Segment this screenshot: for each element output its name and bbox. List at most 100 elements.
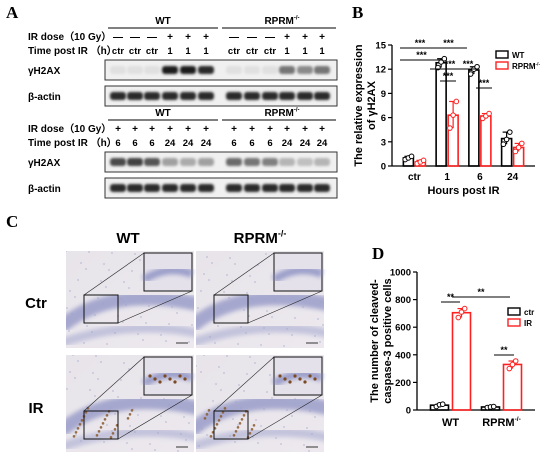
cell-speck-3-27 bbox=[209, 417, 211, 419]
cell-speck-2-22 bbox=[137, 414, 139, 416]
chart-d-ytick-label-4: 800 bbox=[395, 295, 411, 306]
cell-speck-0-26 bbox=[131, 270, 133, 272]
cell-speck-3-13 bbox=[203, 355, 205, 356]
cell-speck-0-23 bbox=[148, 305, 150, 307]
chart-d-legend-label-1: IR bbox=[524, 319, 532, 328]
chart-b-sig-label-5: *** bbox=[463, 59, 474, 69]
cell-speck-0-4 bbox=[85, 268, 87, 270]
positive-cell-2-15 bbox=[101, 422, 105, 425]
inset-positive-3-0 bbox=[278, 374, 282, 378]
time-mark-bottom-4: 24 bbox=[183, 138, 194, 149]
tissue-layer2-0 bbox=[66, 323, 194, 347]
cell-speck-0-9 bbox=[142, 339, 144, 341]
inset-positive-2-1 bbox=[153, 377, 157, 381]
blot-band-top-1-9 bbox=[279, 92, 295, 100]
cell-speck-3-5 bbox=[291, 415, 293, 417]
positive-cell-3-13 bbox=[240, 418, 244, 421]
chart-d-legend-label-0: ctr bbox=[524, 308, 534, 317]
cell-speck-1-23 bbox=[291, 334, 293, 336]
cell-speck-1-28 bbox=[220, 308, 222, 310]
time-mark-bottom-8: 6 bbox=[267, 138, 272, 149]
cell-speck-1-39 bbox=[243, 309, 245, 311]
time-mark-top-3: 1 bbox=[167, 46, 173, 57]
chart-b-bar-1-2 bbox=[480, 115, 492, 167]
cell-speck-3-49 bbox=[255, 419, 257, 421]
positive-cell-2-19 bbox=[97, 430, 101, 433]
cell-speck-1-24 bbox=[200, 290, 202, 292]
dose-mark-top-4: + bbox=[185, 32, 191, 43]
cell-speck-1-34 bbox=[314, 335, 316, 337]
zoom-line-a-1 bbox=[213, 252, 275, 296]
time-mark-top-6: ctr bbox=[228, 46, 240, 57]
blot-band-top-1-3 bbox=[162, 92, 178, 100]
blot-band-bottom-1-8 bbox=[262, 184, 278, 192]
cell-speck-2-28 bbox=[103, 441, 105, 443]
blot-frame-bottom-1 bbox=[104, 177, 338, 199]
cell-speck-1-1 bbox=[245, 332, 247, 334]
dose-mark-bottom-2: + bbox=[149, 124, 155, 135]
cell-speck-2-51 bbox=[186, 399, 188, 401]
row-label-dose-bottom: IR dose（10 Gy） bbox=[28, 122, 111, 135]
blot-band-bottom-0-11 bbox=[314, 158, 330, 166]
cell-speck-1-50 bbox=[266, 310, 268, 312]
cell-speck-3-40 bbox=[306, 427, 308, 429]
cell-speck-2-30 bbox=[177, 450, 179, 452]
blot-band-top-1-11 bbox=[314, 92, 330, 100]
blot-band-top-0-8 bbox=[262, 66, 278, 74]
dose-mark-top-6: — bbox=[229, 32, 239, 43]
panel-label-b: B bbox=[352, 3, 364, 22]
cell-speck-0-22 bbox=[111, 252, 113, 254]
cell-speck-0-32 bbox=[97, 297, 99, 299]
cell-speck-3-16 bbox=[314, 416, 316, 418]
positive-cell-3-5 bbox=[248, 432, 252, 435]
time-mark-bottom-9: 24 bbox=[282, 138, 293, 149]
blot-band-bottom-1-0 bbox=[110, 184, 126, 192]
dose-mark-bottom-10: + bbox=[302, 124, 308, 135]
chart-b-point-0-0-2 bbox=[408, 153, 415, 160]
cell-speck-0-53 bbox=[106, 343, 108, 345]
positive-cell-2-11 bbox=[105, 414, 109, 417]
blot-band-top-0-1 bbox=[127, 66, 143, 74]
inset-tissue-2 bbox=[141, 370, 194, 388]
cell-speck-1-21 bbox=[217, 325, 219, 327]
chart-b-sig-label-6: *** bbox=[479, 78, 490, 88]
cell-speck-3-29 bbox=[283, 426, 285, 428]
chart-b-sig-label-4: *** bbox=[443, 71, 454, 81]
cell-speck-0-39 bbox=[100, 280, 102, 282]
blot-band-bottom-0-0 bbox=[110, 158, 126, 166]
blot-frame-top-0 bbox=[104, 59, 338, 81]
blot-band-top-1-6 bbox=[226, 92, 242, 100]
chart-b-sig-label-2: *** bbox=[443, 38, 454, 48]
time-mark-top-9: 1 bbox=[284, 46, 290, 57]
cell-speck-0-7 bbox=[68, 330, 70, 332]
positive-cell-2-20 bbox=[126, 417, 130, 420]
cell-speck-2-26 bbox=[157, 432, 159, 434]
chart-b-ytick-label-4: 12 bbox=[375, 65, 386, 76]
cell-speck-3-45 bbox=[235, 401, 237, 403]
cell-speck-1-6 bbox=[302, 306, 304, 308]
dose-mark-top-5: + bbox=[203, 32, 209, 43]
dose-mark-top-8: — bbox=[265, 32, 275, 43]
cell-speck-3-23 bbox=[317, 399, 319, 401]
cell-speck-0-27 bbox=[168, 323, 170, 325]
cell-speck-2-7 bbox=[94, 395, 96, 397]
cell-speck-1-32 bbox=[240, 326, 242, 328]
dose-mark-bottom-3: + bbox=[167, 124, 173, 135]
positive-cell-2-2 bbox=[84, 411, 88, 414]
chart-d-point-1-1-1 bbox=[509, 361, 516, 368]
dose-mark-top-9: + bbox=[284, 32, 290, 43]
positive-cell-2-21 bbox=[95, 434, 99, 437]
dose-mark-bottom-8: + bbox=[267, 124, 273, 135]
chart-b-point-0-1-2 bbox=[441, 55, 448, 62]
cell-speck-2-34 bbox=[69, 371, 71, 373]
inset-positive-2-2 bbox=[158, 380, 162, 384]
inset-positive-3-4 bbox=[298, 377, 302, 381]
blot-band-top-1-0 bbox=[110, 92, 126, 100]
cell-speck-0-51 bbox=[160, 334, 162, 336]
cell-speck-2-15 bbox=[134, 431, 136, 433]
chart-d-point-1-0-0 bbox=[455, 314, 462, 321]
blot-label-top-0: γH2AX bbox=[28, 66, 61, 77]
cell-speck-3-38 bbox=[232, 418, 234, 420]
cell-speck-2-4 bbox=[111, 430, 113, 432]
chart-b-point-1-3-2 bbox=[519, 140, 525, 147]
